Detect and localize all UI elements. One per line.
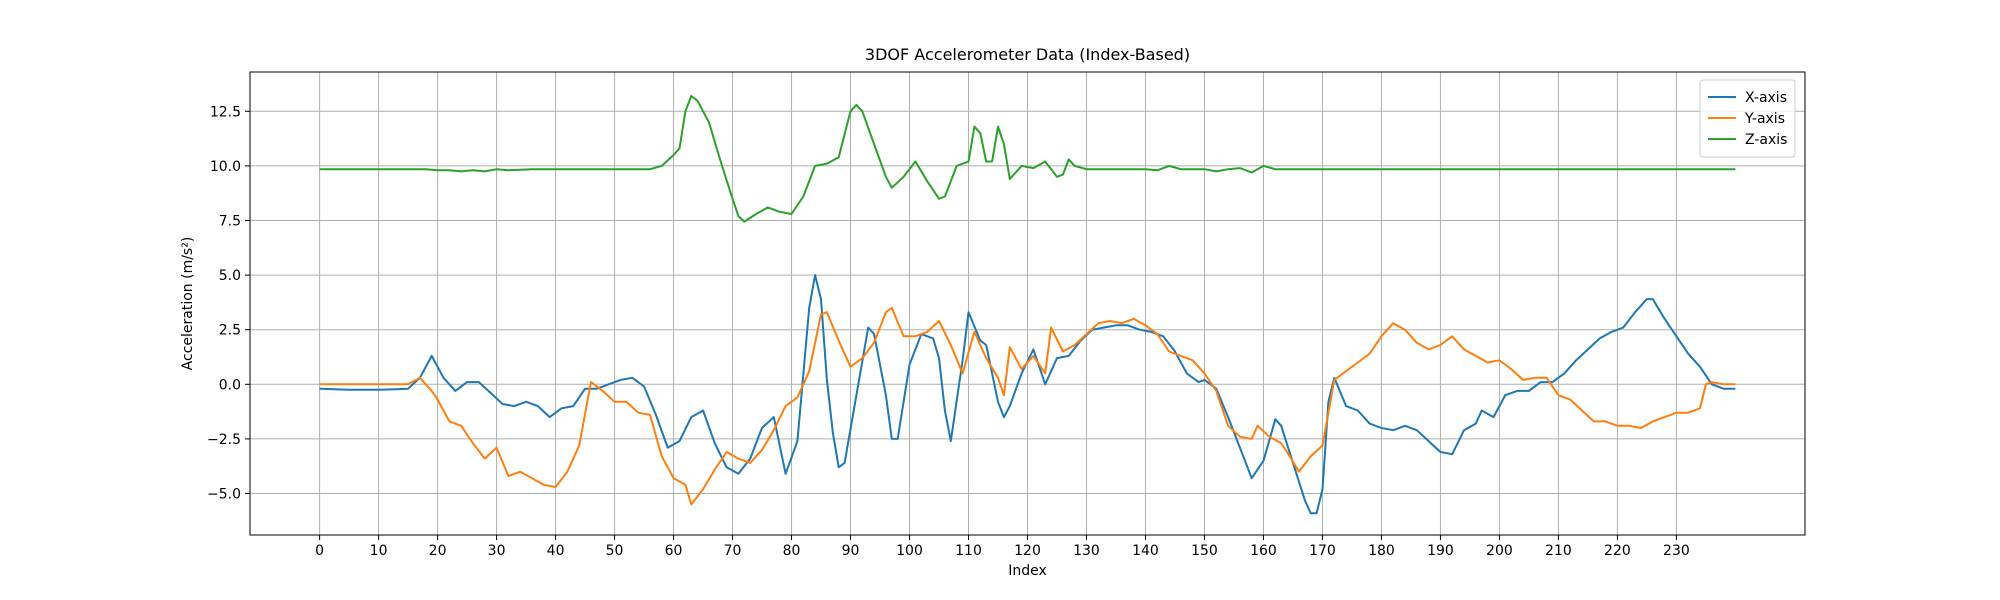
y-tick-label: −5.0 [207,487,241,503]
x-tick-label: 150 [1191,543,1218,559]
x-tick-label: 160 [1250,543,1277,559]
series-line-y-axis [319,306,1736,506]
x-tick-label: 180 [1368,543,1395,559]
legend-label-x-axis: X-axis [1745,90,1787,106]
x-tick-label: 20 [429,543,447,559]
x-tick-label: 30 [488,543,506,559]
x-tick-label: 50 [606,543,624,559]
x-tick-label: 0 [315,543,324,559]
x-tick-label: 200 [1486,543,1513,559]
series-lines [319,95,1736,515]
y-tick-label: 0.0 [219,377,241,393]
y-axis-label: Acceleration (m/s²) [180,237,196,371]
x-axis-label: Index [1008,563,1047,579]
y-tick-label: 7.5 [219,214,241,230]
legend: X-axis Y-axis Z-axis [1699,79,1796,158]
y-tick-label: 12.5 [210,104,241,120]
y-tick-label: 2.5 [219,323,241,339]
x-tick-label: 70 [724,543,742,559]
x-tick-label: 140 [1132,543,1159,559]
x-tick-label: 210 [1545,543,1572,559]
x-tick-label: 230 [1663,543,1690,559]
x-tick-label: 90 [842,543,860,559]
x-tick-label: 100 [896,543,923,559]
series-line-z-axis [319,95,1736,223]
legend-label-z-axis: Z-axis [1745,132,1787,148]
x-tick-label: 80 [783,543,801,559]
y-tick-label: 10.0 [210,159,241,175]
grid-lines [250,72,1805,535]
x-tick-label: 60 [665,543,683,559]
x-tick-label: 130 [1073,543,1100,559]
axis-ticks: 0 10 20 30 40 50 60 70 80 90 100 110 120 130 140 150 160… [207,104,1690,559]
y-tick-label: 5.0 [219,268,241,284]
x-tick-label: 120 [1014,543,1041,559]
x-tick-label: 10 [370,543,388,559]
x-tick-label: 40 [547,543,565,559]
series-line-x-axis [319,274,1736,515]
legend-box [1699,79,1796,158]
x-tick-label: 170 [1309,543,1336,559]
legend-label-y-axis: Y-axis [1744,111,1785,127]
x-tick-label: 220 [1604,543,1631,559]
chart-title: 3DOF Accelerometer Data (Index-Based) [865,45,1190,64]
y-tick-label: −2.5 [207,432,241,448]
x-tick-label: 190 [1427,543,1454,559]
x-tick-label: 110 [955,543,982,559]
